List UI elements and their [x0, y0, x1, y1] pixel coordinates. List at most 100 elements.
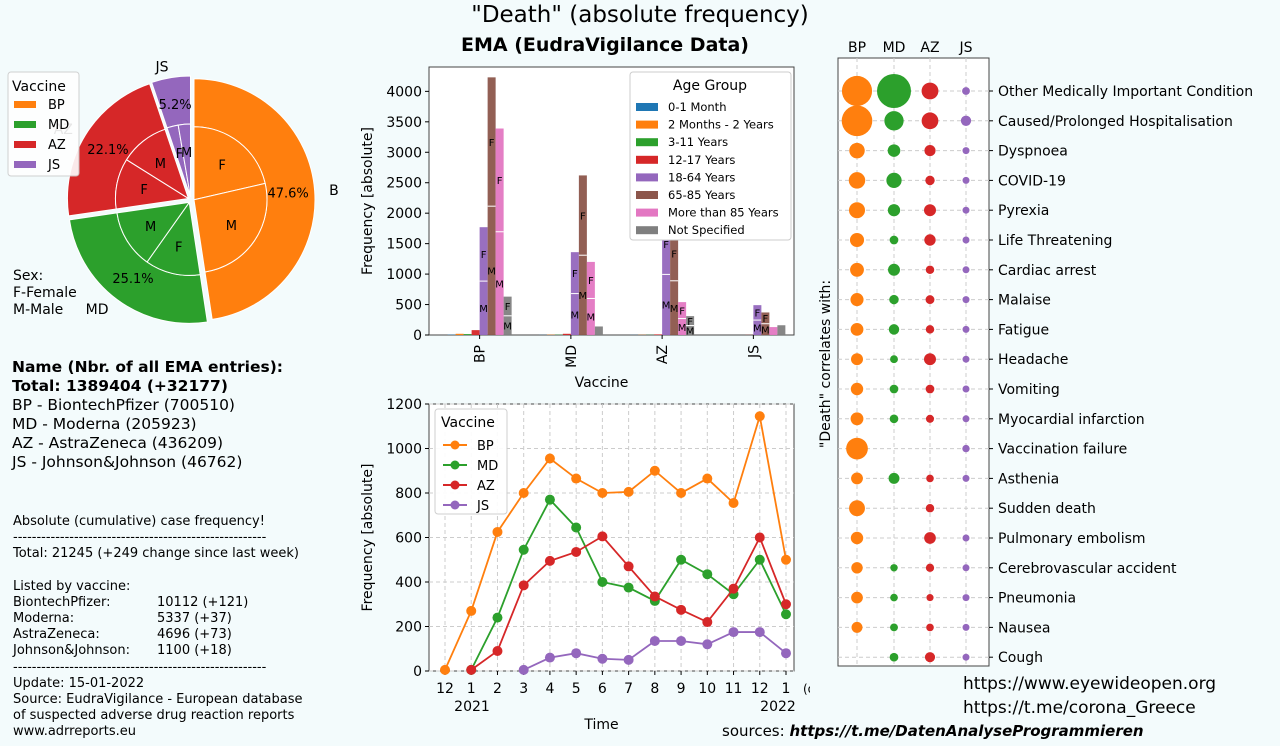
sex-note-male: M-Male — [13, 302, 64, 318]
line-point — [649, 465, 660, 476]
bubble — [924, 204, 936, 217]
bubble — [962, 385, 970, 393]
bar-legend-swatch — [636, 208, 658, 217]
bar-segment-label: M — [571, 310, 580, 321]
sources-link[interactable]: https://t.me/DatenAnalyseProgrammieren — [789, 722, 1144, 740]
bar-segment-label: M — [686, 326, 695, 337]
bubble — [962, 206, 970, 214]
line-point — [544, 494, 555, 505]
pie-outer-label: BP — [329, 183, 340, 199]
line-point — [649, 591, 660, 602]
bubble — [962, 594, 970, 602]
bar-segment-label: M — [761, 325, 770, 336]
bubble — [921, 112, 939, 130]
line-point — [676, 635, 687, 646]
pie-inner-label: F — [176, 147, 183, 162]
bubble — [924, 652, 936, 663]
line-year-label: 2022 — [760, 699, 796, 715]
line-legend-marker — [450, 500, 460, 510]
stats-source-3: www.adrreports.eu — [13, 724, 137, 740]
line-point — [702, 617, 713, 628]
line-series-bp — [444, 415, 787, 671]
bar-legend-box — [629, 71, 792, 241]
stats-listed: Listed by vaccine: — [13, 578, 131, 594]
line-point — [544, 652, 555, 663]
bubble-row-label: Other Medically Important Condition — [998, 84, 1253, 100]
bar-segment-label: M — [503, 321, 512, 332]
line-point — [676, 554, 687, 565]
bubble-row-label: Pyrexia — [998, 203, 1049, 219]
bubble — [925, 295, 935, 305]
bar-ytick-label: 1500 — [386, 237, 422, 253]
pie-slice-group: FM 5.2% — [151, 75, 192, 198]
line-point — [518, 544, 529, 555]
line-xtick-label: 7 — [624, 681, 633, 697]
line-xtick-label: 2 — [493, 681, 502, 697]
line-point — [571, 546, 582, 557]
bar-segment-label: M — [662, 301, 671, 312]
stats-source-2: of suspected adverse drug reaction repor… — [13, 708, 295, 724]
bubble — [924, 353, 936, 366]
line-point — [754, 411, 765, 422]
bubble — [849, 500, 865, 517]
bubble — [887, 144, 901, 157]
pie-pct-label: 47.6% — [267, 187, 308, 202]
line-point — [492, 526, 503, 537]
line-point — [754, 554, 765, 565]
sex-note-heading: Sex: — [13, 268, 44, 284]
bubble — [962, 474, 970, 482]
pie-legend: Vaccine BP MD AZ JS — [7, 71, 80, 177]
bubble — [850, 531, 864, 545]
pie-outer-label: MD — [86, 302, 109, 318]
bar-legend-swatch — [636, 155, 658, 164]
bar-segment-label: F — [497, 176, 503, 187]
bubble — [890, 623, 898, 632]
line-point — [623, 654, 634, 665]
bar-segment-label: F — [663, 240, 669, 251]
bubble — [926, 474, 934, 483]
sources-label: sources: — [722, 722, 785, 740]
case-frequency-block: Absolute (cumulative) case frequency! --… — [13, 514, 303, 741]
bar-segment-label: F — [572, 269, 578, 280]
bubble — [925, 265, 935, 275]
pie-inner-label: M — [181, 146, 192, 161]
bubble — [924, 234, 936, 246]
bar-segment-label: F — [679, 306, 685, 317]
bubble — [925, 503, 935, 513]
bar-ytick-label: 3000 — [386, 145, 422, 161]
bubble — [890, 593, 898, 602]
stats-total: Total: 21245 (+249 change since last wee… — [13, 546, 299, 562]
line-point — [728, 627, 739, 638]
bar-legend-label: 3-11 Years — [668, 135, 728, 149]
info-line-az: AZ - AstraZeneca (436209) — [12, 434, 224, 452]
pie-pct-label: 25.1% — [112, 272, 153, 287]
bubble-row-label: Myocardial infarction — [998, 412, 1145, 428]
pie-pct-label: 5.2% — [159, 98, 192, 113]
line-ytick-label: 1200 — [386, 397, 422, 413]
bubble-row-label: Life Threatening — [998, 233, 1112, 249]
pie-legend-swatch — [14, 141, 36, 148]
line-point — [781, 648, 791, 659]
line-xlabel: Time — [583, 717, 618, 733]
pie-legend-swatch — [14, 101, 36, 108]
line-point — [702, 569, 713, 580]
bubble — [925, 384, 935, 394]
bubble-row-label: Fatigue — [998, 322, 1049, 338]
bar-ylabel: Frequency [absolute] — [360, 127, 376, 275]
bubble — [962, 534, 970, 542]
bar-ytick-label: 1000 — [386, 267, 422, 283]
bar-legend-swatch — [636, 138, 658, 147]
line-point — [571, 522, 582, 533]
bubble — [846, 437, 868, 460]
bar-segment-label: M — [479, 304, 488, 315]
link-eyewideopen[interactable]: https://www.eyewideopen.org — [963, 674, 1217, 694]
bubble — [849, 232, 865, 248]
bar-segment-label: F — [505, 302, 511, 313]
bubble-column-label: JS — [958, 40, 972, 56]
link-telegram-greece[interactable]: https://t.me/corona_Greece — [963, 698, 1196, 718]
bubble — [925, 563, 935, 572]
stats-row: Johnson&Johnson: 1100 (+18) — [13, 643, 232, 659]
figure-subtitle: EMA (EudraVigilance Data) — [461, 34, 749, 56]
